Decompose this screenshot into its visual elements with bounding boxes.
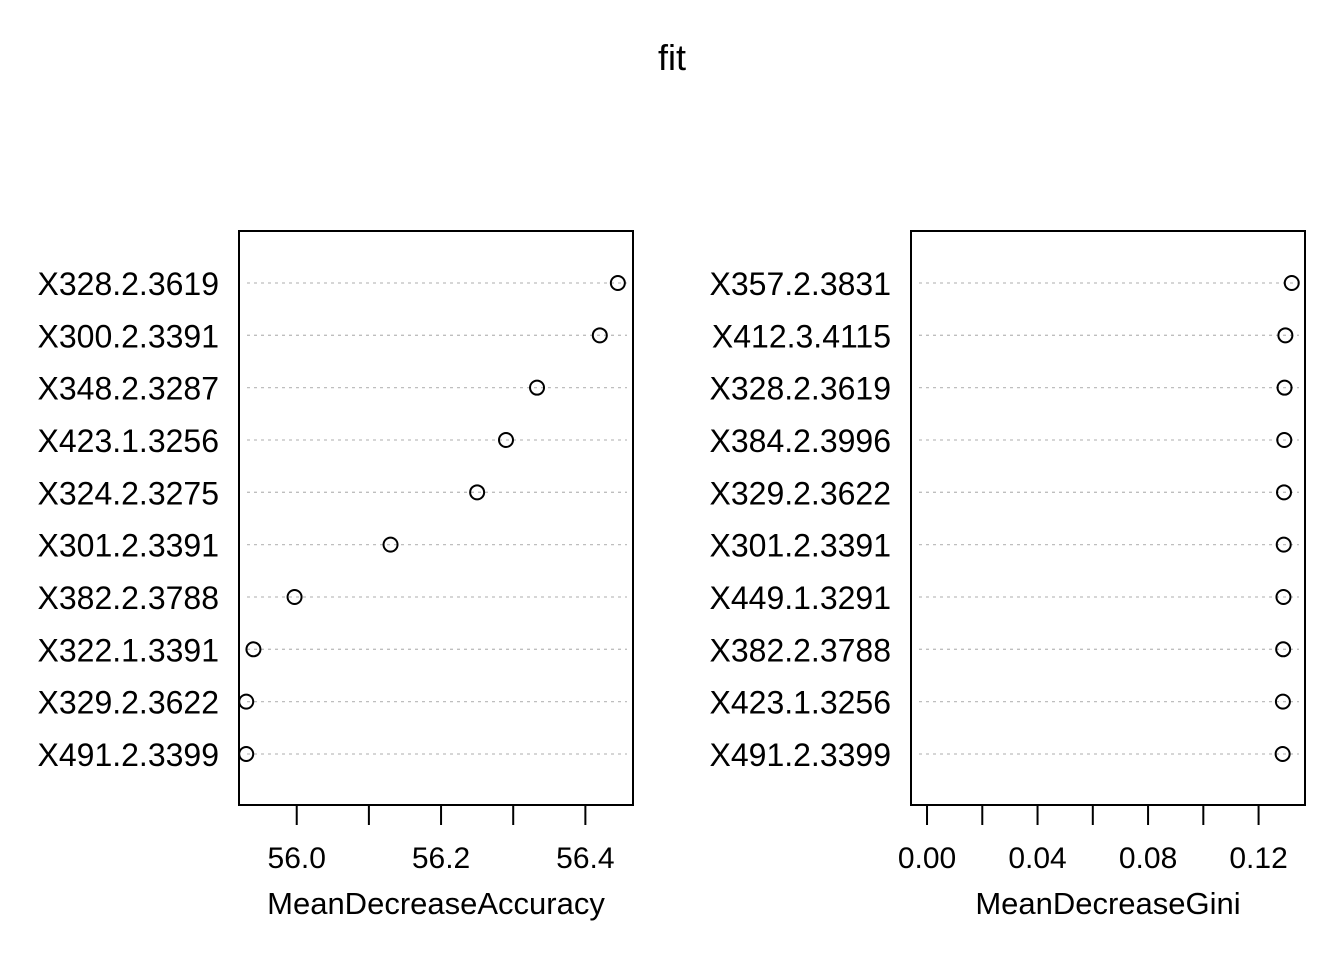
accuracy-row-label: X348.2.3287 — [38, 371, 220, 407]
accuracy-plot-frame — [238, 230, 634, 806]
gini-point — [1277, 327, 1294, 344]
gini-x-tick-label: 0.12 — [1229, 842, 1287, 875]
gini-point — [1275, 536, 1292, 553]
accuracy-row-label: X329.2.3622 — [38, 685, 220, 721]
gini-row-label: X423.1.3256 — [710, 685, 892, 721]
gini-x-tick-label: 0.08 — [1119, 842, 1177, 875]
accuracy-point — [286, 588, 303, 605]
accuracy-x-tick-label: 56.0 — [268, 842, 326, 875]
accuracy-point — [609, 275, 626, 291]
accuracy-row-label: X301.2.3391 — [38, 528, 220, 564]
accuracy-row-label: X382.2.3788 — [38, 580, 220, 616]
gini-row-label: X329.2.3622 — [710, 475, 892, 511]
accuracy-row-label: X423.1.3256 — [38, 423, 220, 459]
accuracy-point — [529, 379, 546, 396]
accuracy-row-label: X300.2.3391 — [38, 318, 220, 354]
accuracy-x-tick-label: 56.2 — [412, 842, 470, 875]
gini-row-label: X328.2.3619 — [710, 371, 892, 407]
gini-point — [1276, 431, 1293, 448]
accuracy-point — [497, 431, 514, 448]
gini-row-label: X412.3.4115 — [712, 318, 891, 354]
gini-plot-frame — [910, 230, 1306, 806]
gini-point — [1283, 275, 1300, 291]
accuracy-panel: X328.2.3619 X300.2.3391 X348.2.3287 X423.1.… — [38, 230, 634, 921]
gini-x-tick-label: 0.04 — [1008, 842, 1066, 875]
gini-point — [1276, 484, 1293, 501]
accuracy-row-label: X491.2.3399 — [38, 737, 220, 773]
accuracy-point — [469, 484, 486, 501]
accuracy-row-label: X322.1.3391 — [38, 632, 220, 668]
accuracy-x-tick-label: 56.4 — [556, 842, 614, 875]
accuracy-point — [238, 745, 255, 762]
gini-x-tick-label: 0.00 — [898, 842, 956, 875]
gini-row-label: X382.2.3788 — [710, 632, 892, 668]
accuracy-point — [238, 693, 255, 710]
gini-point — [1276, 379, 1293, 396]
gini-row-label: X491.2.3399 — [710, 737, 892, 773]
gini-point — [1274, 745, 1291, 762]
gini-point — [1275, 641, 1292, 658]
gini-row-label: X384.2.3996 — [710, 423, 892, 459]
gini-row-label: X301.2.3391 — [710, 528, 892, 564]
accuracy-row-label: X324.2.3275 — [38, 475, 220, 511]
gini-row-label: X357.2.3831 — [710, 266, 892, 302]
accuracy-row-label: X328.2.3619 — [38, 266, 220, 302]
chart-title: fit — [658, 37, 686, 78]
accuracy-point — [591, 327, 608, 344]
accuracy-point — [245, 641, 262, 658]
accuracy-point — [382, 536, 399, 553]
gini-point — [1274, 693, 1291, 710]
accuracy-x-axis-label: MeanDecreaseAccuracy — [267, 886, 605, 921]
gini-row-label: X449.1.3291 — [710, 580, 892, 616]
gini-x-axis-label: MeanDecreaseGini — [975, 886, 1240, 921]
gini-point — [1275, 588, 1292, 605]
gini-panel: X357.2.3831 X412.3.4115 X328.2.3619 X384.2.… — [710, 230, 1306, 921]
